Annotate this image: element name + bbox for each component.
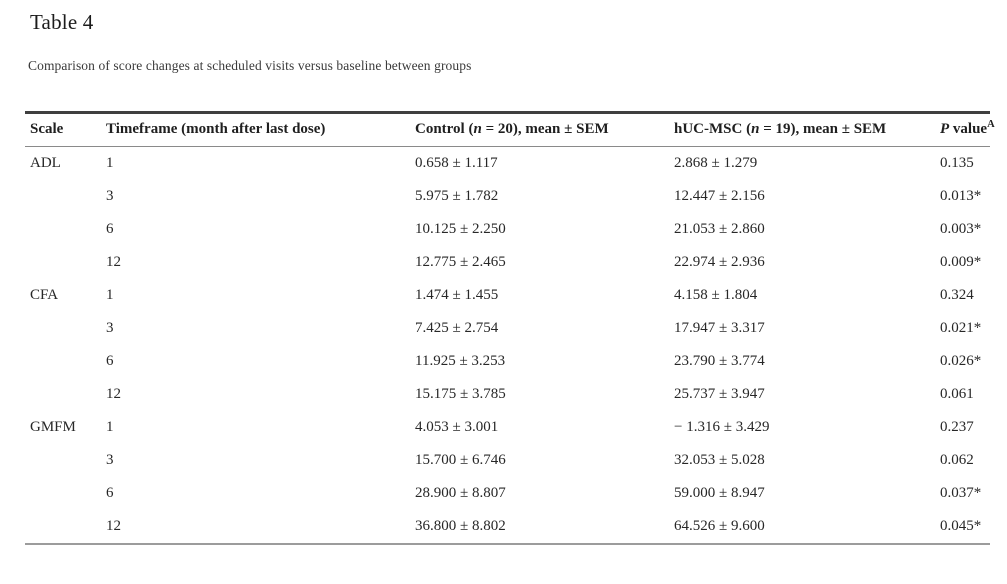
cell-timeframe: 1 <box>106 419 114 435</box>
column-header-control: Control (n = 20), mean ± SEM <box>415 112 674 147</box>
cell-hucmsc: 12.447 ± 2.156 <box>674 188 765 204</box>
pvalue-header-p: P <box>940 121 950 137</box>
cell-pvalue: 0.135 <box>940 155 974 171</box>
cell-hucmsc: 25.737 ± 3.947 <box>674 386 765 402</box>
cell-hucmsc: 2.868 ± 1.279 <box>674 155 758 171</box>
cell-timeframe: 1 <box>106 287 114 303</box>
cell-scale <box>25 180 106 213</box>
cell-scale <box>25 246 106 279</box>
table-row: 12 36.800 ± 8.802 64.526 ± 9.600 0.045* <box>25 510 990 544</box>
cell-scale <box>25 477 106 510</box>
cell-hucmsc: 4.158 ± 1.804 <box>674 287 758 303</box>
cell-scale <box>25 510 106 544</box>
cell-pvalue: 0.062 <box>940 452 974 468</box>
table-row: 3 7.425 ± 2.754 17.947 ± 3.317 0.021* <box>25 312 990 345</box>
cell-timeframe: 6 <box>106 353 114 369</box>
table-caption: Comparison of score changes at scheduled… <box>28 58 472 73</box>
control-header-suffix: = 20), mean ± SEM <box>481 121 609 137</box>
column-header-scale: Scale <box>25 112 106 147</box>
cell-control: 15.175 ± 3.785 <box>415 386 506 402</box>
cell-timeframe: 1 <box>106 155 114 171</box>
pvalue-header-label: value <box>949 121 988 137</box>
pvalue-footnote-marker: A <box>987 119 995 130</box>
cell-scale <box>25 378 106 411</box>
cell-control: 4.053 ± 3.001 <box>415 419 499 435</box>
cell-hucmsc: 59.000 ± 8.947 <box>674 485 765 501</box>
cell-pvalue: 0.237 <box>940 419 974 435</box>
hucmsc-header-n: n <box>751 121 760 137</box>
cell-timeframe: 3 <box>106 188 114 204</box>
table-row: CFA 1 1.474 ± 1.455 4.158 ± 1.804 0.324 <box>25 279 990 312</box>
cell-control: 10.125 ± 2.250 <box>415 221 506 237</box>
cell-control: 7.425 ± 2.754 <box>415 320 499 336</box>
control-header-prefix: Control ( <box>415 121 474 137</box>
cell-timeframe: 3 <box>106 320 114 336</box>
table-row: 3 15.700 ± 6.746 32.053 ± 5.028 0.062 <box>25 444 990 477</box>
table-row: GMFM 1 4.053 ± 3.001 − 1.316 ± 3.429 0.2… <box>25 411 990 444</box>
cell-hucmsc: 22.974 ± 2.936 <box>674 254 765 270</box>
cell-scale: ADL <box>30 155 61 171</box>
table-row: 3 5.975 ± 1.782 12.447 ± 2.156 0.013* <box>25 180 990 213</box>
cell-control: 36.800 ± 8.802 <box>415 518 506 534</box>
cell-pvalue: 0.026* <box>940 353 982 369</box>
cell-pvalue: 0.009* <box>940 254 982 270</box>
cell-pvalue: 0.324 <box>940 287 974 303</box>
cell-scale: GMFM <box>30 419 76 435</box>
cell-control: 28.900 ± 8.807 <box>415 485 506 501</box>
cell-pvalue: 0.013* <box>940 188 982 204</box>
cell-timeframe: 6 <box>106 485 114 501</box>
cell-scale <box>25 312 106 345</box>
hucmsc-header-prefix: hUC-MSC ( <box>674 121 752 137</box>
cell-control: 12.775 ± 2.465 <box>415 254 506 270</box>
table-row: 6 11.925 ± 3.253 23.790 ± 3.774 0.026* <box>25 345 990 378</box>
cell-control: 0.658 ± 1.117 <box>415 155 498 171</box>
cell-hucmsc: 17.947 ± 3.317 <box>674 320 765 336</box>
table-row: ADL 1 0.658 ± 1.117 2.868 ± 1.279 0.135 <box>25 147 990 181</box>
cell-scale <box>25 444 106 477</box>
cell-pvalue: 0.003* <box>940 221 982 237</box>
table-row: 12 15.175 ± 3.785 25.737 ± 3.947 0.061 <box>25 378 990 411</box>
control-header-n: n <box>473 121 482 137</box>
header-row: Scale Timeframe (month after last dose) … <box>25 112 995 147</box>
cell-timeframe: 12 <box>106 518 121 534</box>
cell-scale <box>25 345 106 378</box>
cell-hucmsc: 64.526 ± 9.600 <box>674 518 765 534</box>
results-table: Scale Timeframe (month after last dose) … <box>25 111 995 545</box>
cell-timeframe: 12 <box>106 386 121 402</box>
cell-control: 1.474 ± 1.455 <box>415 287 499 303</box>
cell-timeframe: 12 <box>106 254 121 270</box>
cell-control: 5.975 ± 1.782 <box>415 188 499 204</box>
table-row: 6 28.900 ± 8.807 59.000 ± 8.947 0.037* <box>25 477 990 510</box>
cell-pvalue: 0.045* <box>940 518 982 534</box>
cell-pvalue: 0.061 <box>940 386 974 402</box>
column-header-hucmsc: hUC-MSC (n = 19), mean ± SEM <box>674 112 940 147</box>
cell-scale: CFA <box>30 287 59 303</box>
table-row: 6 10.125 ± 2.250 21.053 ± 2.860 0.003* <box>25 213 990 246</box>
column-header-timeframe: Timeframe (month after last dose) <box>106 112 415 147</box>
cell-scale <box>25 213 106 246</box>
cell-control: 11.925 ± 3.253 <box>415 353 506 369</box>
table-title: Table 4 <box>30 10 94 34</box>
cell-hucmsc: 23.790 ± 3.774 <box>674 353 765 369</box>
cell-hucmsc: 21.053 ± 2.860 <box>674 221 765 237</box>
hucmsc-header-suffix: = 19), mean ± SEM <box>759 121 887 137</box>
cell-timeframe: 6 <box>106 221 114 237</box>
cell-pvalue: 0.037* <box>940 485 982 501</box>
table-row: 12 12.775 ± 2.465 22.974 ± 2.936 0.009* <box>25 246 990 279</box>
cell-control: 15.700 ± 6.746 <box>415 452 506 468</box>
column-header-pvalue: P valueA <box>940 112 995 147</box>
cell-hucmsc: − 1.316 ± 3.429 <box>674 419 770 435</box>
cell-hucmsc: 32.053 ± 5.028 <box>674 452 765 468</box>
cell-pvalue: 0.021* <box>940 320 982 336</box>
cell-timeframe: 3 <box>106 452 114 468</box>
